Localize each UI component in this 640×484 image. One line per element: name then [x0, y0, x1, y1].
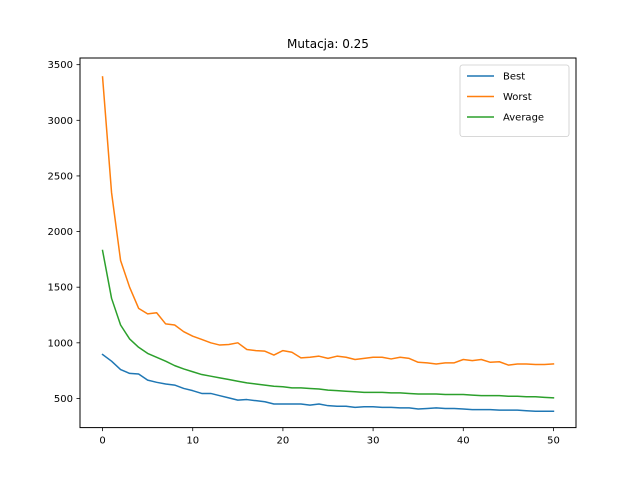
y-tick-label: 3500 [48, 60, 73, 71]
y-tick-label: 2000 [48, 227, 73, 238]
y-tick-label: 3000 [48, 116, 73, 127]
y-tick-label: 2500 [48, 171, 73, 182]
legend-label-best: Best [503, 72, 525, 83]
x-tick-label: 40 [457, 436, 470, 447]
legend: Best Worst Average [459, 64, 570, 137]
y-tick-label: 1000 [48, 338, 73, 349]
legend-box [459, 64, 570, 137]
legend-label-average: Average [503, 113, 544, 124]
x-tick-label: 0 [99, 436, 105, 447]
legend-label-worst: Worst [503, 92, 532, 103]
x-tick-label: 20 [277, 436, 290, 447]
plot-lines [101, 76, 555, 412]
series-line-worst [101, 76, 555, 366]
series-line-average [101, 249, 555, 399]
x-axis: 0 10 20 30 40 50 [99, 427, 560, 447]
series-line-best [101, 353, 555, 412]
x-tick-label: 30 [367, 436, 380, 447]
y-tick-label: 500 [54, 394, 73, 405]
x-tick-label: 50 [547, 436, 560, 447]
x-tick-label: 10 [186, 436, 199, 447]
chart-title: Mutacja: 0.25 [287, 37, 369, 51]
y-tick-label: 1500 [48, 283, 73, 294]
y-axis: 500 1000 1500 2000 2500 3000 3500 [48, 60, 80, 405]
plot-frame [79, 57, 577, 429]
